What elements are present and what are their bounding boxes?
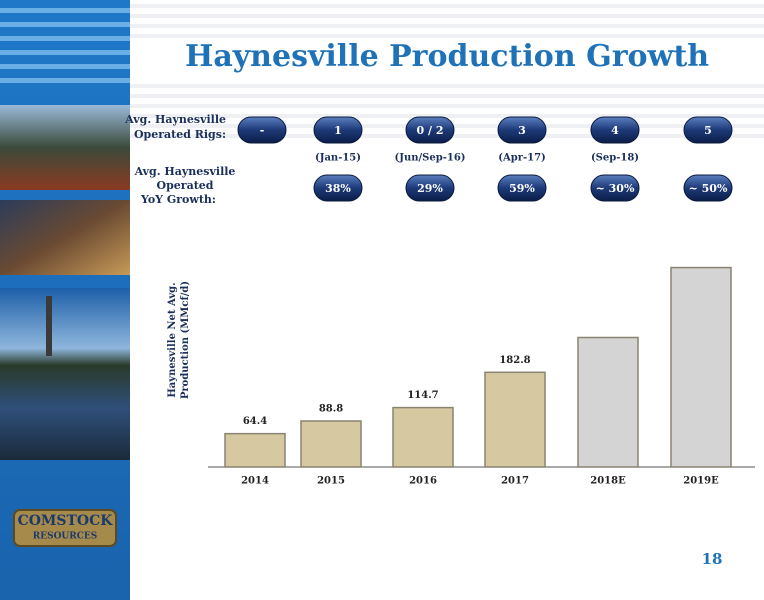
pill [497, 174, 547, 202]
photo-workers [0, 200, 130, 275]
y-axis-label-line: Production (MMcf/d) [180, 281, 191, 399]
value-label: 182.8 [499, 355, 530, 366]
bar [300, 420, 362, 468]
x-tick-label: 2016 [409, 476, 437, 487]
photo-drilling-rig [0, 288, 130, 460]
rig-date: (Apr-17) [498, 153, 546, 164]
pill-text: - [260, 124, 265, 137]
x-tick-label: 2018E [590, 476, 626, 487]
photo-rig-site [0, 105, 130, 190]
bar [484, 371, 546, 468]
row-label: Avg. Haynesville [134, 165, 236, 178]
logo-text: RESOURCES [33, 532, 98, 542]
page-number: 18 [702, 550, 723, 568]
pill-text: 59% [509, 182, 535, 195]
pill [313, 174, 363, 202]
pill [313, 116, 363, 144]
bar [577, 336, 639, 468]
logo-badge [13, 509, 117, 547]
pill [405, 116, 455, 144]
pill-text: 5 [704, 124, 712, 137]
x-tick-label: 2015 [317, 476, 345, 487]
pill [590, 174, 640, 202]
value-label: 88.8 [319, 404, 343, 415]
pill [683, 116, 733, 144]
pill-text: ~ 30% [596, 182, 635, 195]
pill [405, 174, 455, 202]
row-label: Operated Rigs: [134, 128, 226, 141]
pill-text: 1 [334, 124, 342, 137]
row-label: Avg. Haynesville [124, 113, 226, 126]
pill-text: 29% [417, 182, 443, 195]
value-label: 64.4 [243, 416, 267, 427]
rig-date: (Jun/Sep-16) [394, 153, 465, 164]
pill [590, 116, 640, 144]
rig-date: (Sep-18) [591, 153, 639, 164]
rig-date: (Jan-15) [315, 153, 361, 164]
pill-text: 38% [325, 182, 351, 195]
row-label: YoY Growth: [140, 193, 216, 206]
slide-title: Haynesville Production Growth [185, 39, 709, 74]
bar [670, 266, 732, 468]
x-tick-label: 2014 [241, 476, 269, 487]
row-label: Operated [157, 179, 214, 192]
content: Avg. Haynesville Operated Rigs: Avg. Hayne… [124, 113, 755, 487]
y-axis-label-line: Haynesville Net Avg. [167, 282, 178, 397]
logo-text: COMSTOCK [18, 513, 114, 529]
x-tick-label: 2017 [501, 476, 529, 487]
sidebar: COMSTOCK RESOURCES [0, 0, 130, 600]
pill [683, 174, 733, 202]
pill-text: ~ 50% [689, 182, 728, 195]
pill-text: 3 [518, 124, 526, 137]
bar [392, 406, 454, 468]
y-axis-label: Haynesville Net Avg. Production (MMcf/d) [167, 281, 191, 399]
pill [237, 116, 287, 144]
x-tick-label: 2019E [683, 476, 719, 487]
pill [497, 116, 547, 144]
bar [224, 432, 286, 468]
pill-text: 0 / 2 [417, 124, 444, 137]
value-label: 114.7 [407, 390, 438, 401]
pill-text: 4 [611, 124, 619, 137]
